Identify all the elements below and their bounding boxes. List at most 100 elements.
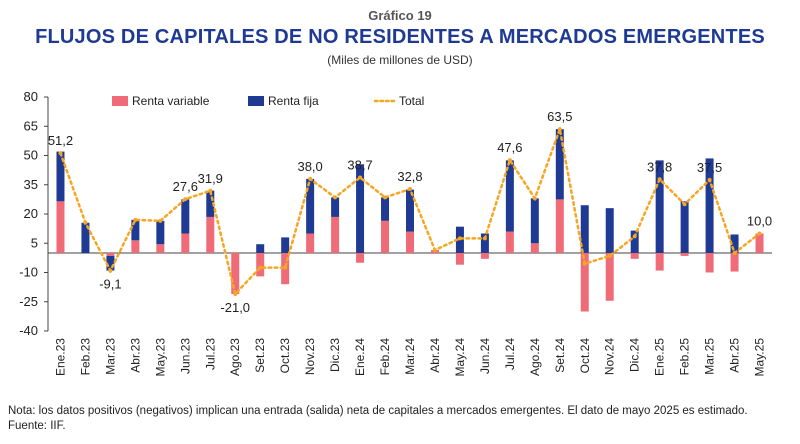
x-tick-label: Set.24 xyxy=(553,338,567,373)
bar-renta-fija xyxy=(256,244,265,253)
bar-renta-fija xyxy=(505,160,514,232)
bar-renta-fija xyxy=(206,190,215,217)
bar-renta-variable xyxy=(655,253,664,271)
bar-renta-fija xyxy=(356,164,365,253)
bar-renta-variable xyxy=(605,253,614,301)
legend-label: Renta variable xyxy=(132,94,210,108)
bar-renta-fija xyxy=(306,178,315,234)
data-label: 27,6 xyxy=(173,179,198,194)
total-point xyxy=(507,158,512,163)
data-label: 47,6 xyxy=(497,140,522,155)
data-label: -21,0 xyxy=(220,300,250,315)
bar-renta-variable xyxy=(381,220,390,253)
bar-renta-variable xyxy=(406,231,414,253)
y-tick-label: 50 xyxy=(24,148,38,163)
total-point xyxy=(283,265,288,270)
x-tick-label: Jul.24 xyxy=(503,338,517,370)
x-tick-label: Jun.24 xyxy=(478,338,492,374)
y-tick-label: 5 xyxy=(31,235,38,250)
bar-renta-fija xyxy=(56,151,65,202)
total-point xyxy=(108,268,113,273)
bar-renta-variable xyxy=(755,233,764,253)
bar-renta-variable xyxy=(131,240,140,253)
legend-swatch xyxy=(248,96,264,106)
x-tick-label: Ene.23 xyxy=(53,338,67,376)
total-point xyxy=(607,253,612,258)
bar-renta-fija xyxy=(131,219,140,241)
legend-label: Total xyxy=(399,94,424,108)
data-label: 38,0 xyxy=(297,159,322,174)
y-tick-label: 35 xyxy=(24,177,38,192)
total-point xyxy=(233,291,238,296)
total-point xyxy=(707,177,712,182)
bar-renta-variable xyxy=(630,253,639,259)
total-point xyxy=(532,196,537,201)
bar-renta-variable xyxy=(306,233,315,253)
x-tick-label: May.25 xyxy=(753,338,767,377)
x-tick-label: Dic.23 xyxy=(328,338,342,372)
bar-renta-fija xyxy=(730,234,739,253)
bar-renta-variable xyxy=(331,216,340,253)
bar-renta-variable xyxy=(480,253,489,259)
bar-renta-variable xyxy=(505,231,514,253)
total-point xyxy=(183,197,188,202)
data-label: 37,5 xyxy=(697,160,722,175)
bar-renta-fija xyxy=(81,222,90,253)
x-tick-label: Mar.25 xyxy=(703,338,717,375)
y-tick-label: 20 xyxy=(24,206,38,221)
total-point xyxy=(58,151,63,156)
x-tick-label: May.24 xyxy=(453,338,467,377)
x-tick-label: Dic.24 xyxy=(628,338,642,372)
x-tick-label: Ago.23 xyxy=(228,338,242,376)
bar-renta-fija xyxy=(605,208,614,253)
data-label: 51,2 xyxy=(48,133,73,148)
total-point xyxy=(408,187,412,192)
total-point xyxy=(258,265,263,270)
data-label: 10,0 xyxy=(747,214,772,229)
data-label: 37,8 xyxy=(647,159,672,174)
x-tick-label: Ene.24 xyxy=(353,338,367,376)
bar-renta-variable xyxy=(256,253,265,277)
bar-renta-fija xyxy=(331,197,340,217)
bar-renta-variable xyxy=(455,253,464,265)
x-tick-label: Feb.24 xyxy=(378,338,392,376)
bar-renta-variable xyxy=(156,244,165,253)
bar-renta-variable xyxy=(356,253,365,263)
y-tick-label: 80 xyxy=(24,89,38,104)
bar-renta-variable xyxy=(730,253,739,272)
total-point xyxy=(582,261,587,266)
bar-renta-fija xyxy=(106,255,115,271)
data-label: -9,1 xyxy=(99,277,121,292)
total-point xyxy=(632,234,637,239)
total-point xyxy=(133,217,138,222)
x-tick-label: Ene.25 xyxy=(653,338,667,376)
bar-renta-fija xyxy=(406,189,414,232)
x-tick-label: Abr.23 xyxy=(128,338,142,373)
bar-renta-variable xyxy=(680,253,689,256)
bar-renta-fija xyxy=(705,158,714,253)
x-tick-label: Ago.24 xyxy=(528,338,542,376)
total-point xyxy=(158,218,163,223)
chart-supertitle: Gráfico 19 xyxy=(368,8,432,23)
data-label: 38,7 xyxy=(347,158,372,173)
total-point xyxy=(482,236,487,241)
data-label: 32,8 xyxy=(397,169,422,184)
bar-renta-variable xyxy=(181,233,190,253)
y-tick-label: -40 xyxy=(19,323,38,338)
bar-renta-fija xyxy=(580,205,589,253)
x-tick-label: Jun.23 xyxy=(178,338,192,374)
bar-renta-fija xyxy=(156,220,165,245)
bar-renta-fija xyxy=(655,160,664,253)
bar-renta-fija xyxy=(181,199,190,234)
y-tick-label: -10 xyxy=(19,265,38,280)
total-point xyxy=(208,188,213,193)
x-tick-label: Jul.23 xyxy=(203,338,217,370)
x-tick-label: Abr.25 xyxy=(728,338,742,373)
legend-label: Renta fija xyxy=(268,94,319,108)
legend-swatch xyxy=(112,96,128,106)
total-point xyxy=(557,127,562,132)
x-tick-label: Feb.25 xyxy=(678,338,692,376)
x-tick-label: Feb.23 xyxy=(78,338,92,376)
x-tick-label: Nov.23 xyxy=(303,338,317,375)
bar-renta-fija xyxy=(630,230,639,253)
